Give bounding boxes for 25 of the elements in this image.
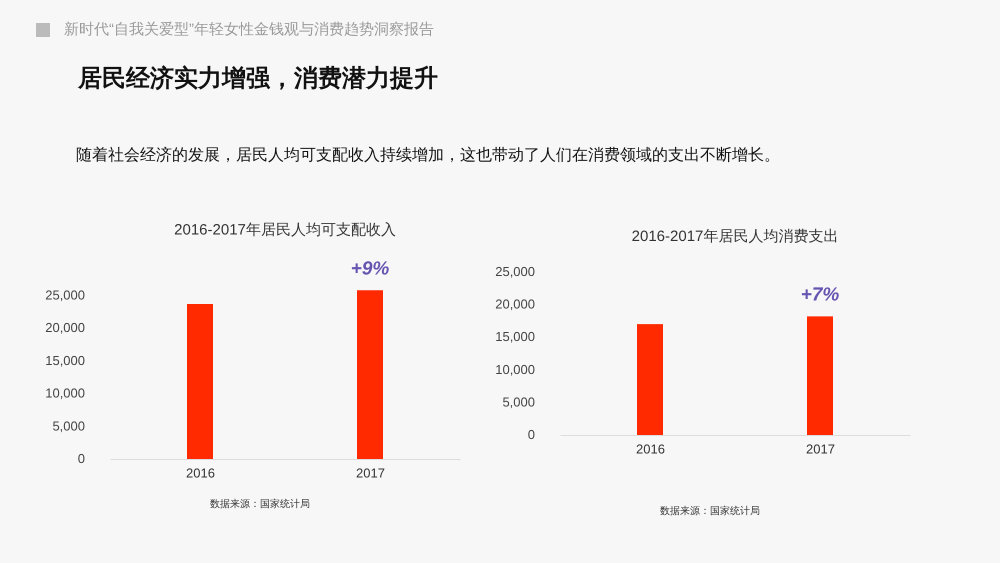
text: 居民经济实力增强，消费潜力提升: [78, 64, 438, 94]
y-tick-label: 20,000: [495, 296, 535, 312]
chart-title: 2016-2017年居民人均可支配收入: [174, 221, 396, 238]
y-tick-label: 25,000: [495, 264, 535, 279]
annotation: +9%: [350, 258, 390, 280]
y-tick-label: 20,000: [45, 320, 85, 336]
text: 随着社会经济的发展，居民人均可支配收入持续增加，这也带动了人们在消费领域的支出不断增长。: [76, 146, 780, 166]
chart-title: 2016-2017年居民人均消费支出: [632, 228, 838, 245]
y-tick-label: 15,000: [45, 352, 85, 368]
x-tick-label: 2016: [186, 466, 215, 480]
y-tick-label: 5,000: [502, 394, 535, 410]
x-tick-label: 2017: [806, 442, 835, 456]
y-tick-label: 10,000: [45, 386, 85, 401]
y-tick-label: 5,000: [52, 418, 85, 434]
y-tick-label: 10,000: [495, 362, 535, 377]
source-note: 数据来源：国家统计局: [209, 498, 311, 511]
y-tick-label: 0: [528, 427, 535, 442]
x-tick-label: 2016: [636, 442, 665, 456]
annotation: +7%: [800, 284, 840, 306]
source-note: 数据来源：国家统计局: [659, 504, 761, 518]
y-tick-label: 0: [78, 451, 85, 466]
text: 新时代“自我关爱型”年轻女性金钱观与消费趋势洞察报告: [64, 20, 434, 39]
y-tick-label: 25,000: [45, 288, 85, 303]
y-tick-label: 15,000: [495, 329, 535, 344]
x-tick-label: 2017: [356, 466, 385, 480]
